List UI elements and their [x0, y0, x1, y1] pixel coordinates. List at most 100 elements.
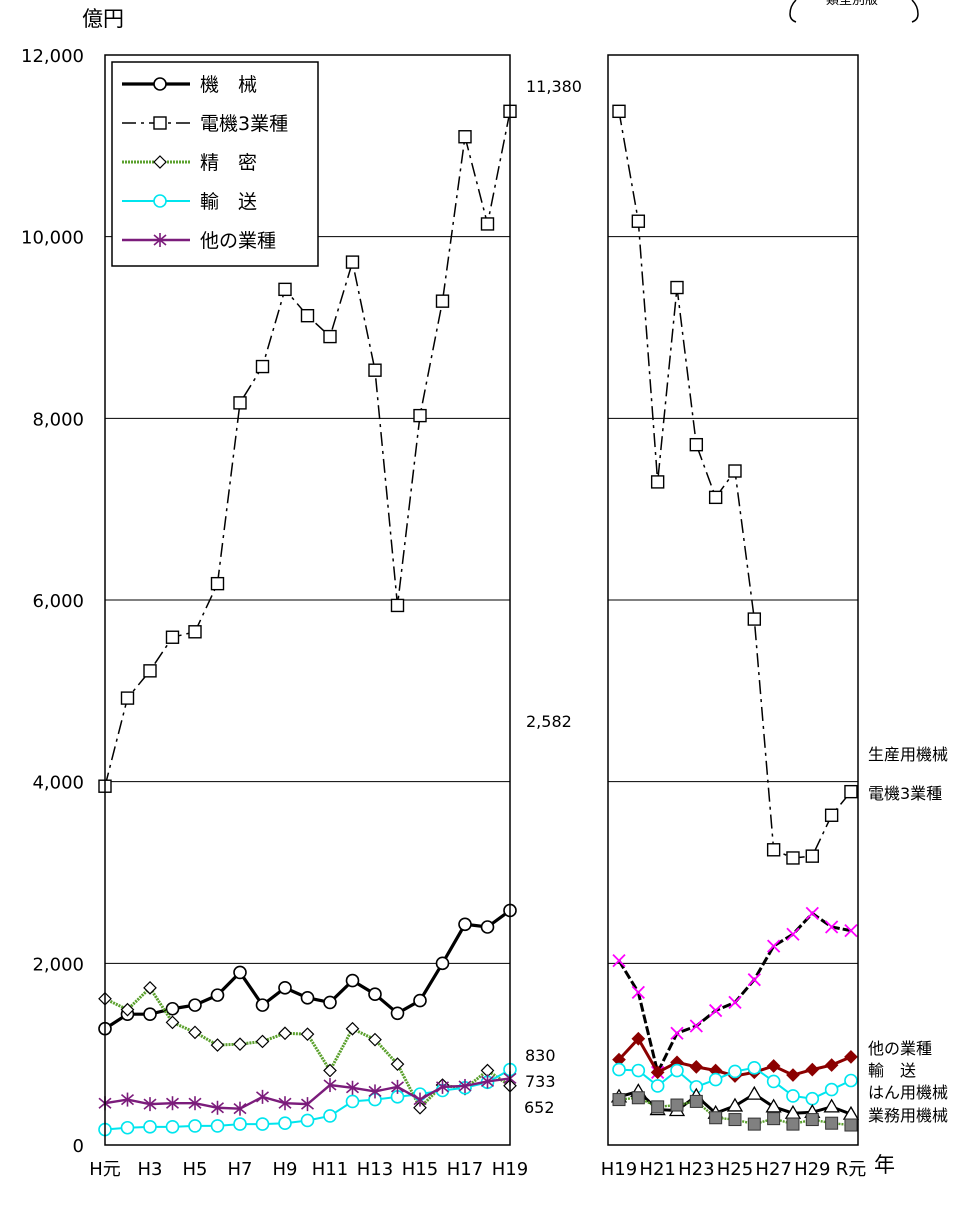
- left-data-point: [210, 988, 225, 1002]
- y-tick-label: 12,000: [21, 46, 84, 67]
- right-x-tick-label: H19: [601, 1159, 637, 1180]
- left-plot-series: [98, 104, 517, 1137]
- right-data-point: [805, 1091, 820, 1106]
- legend-label: 電機3業種: [200, 113, 288, 135]
- right-data-point: [844, 784, 858, 799]
- left-series-2: [98, 104, 517, 793]
- left-data-point: [233, 1037, 247, 1052]
- right-data-point: [612, 1062, 626, 1077]
- right-series-6: [612, 1091, 858, 1132]
- right-data-point: [728, 1064, 742, 1079]
- left-data-point: [480, 217, 495, 231]
- right-data-point: [689, 437, 704, 452]
- value-annotation: 11,380: [526, 77, 582, 96]
- left-plot-axes: H元 H3 H5 H7 H9 H11 H13 H15 H17 H19 0 2,000 4,000 6,00…: [21, 46, 528, 1180]
- left-data-point: [278, 981, 292, 995]
- y-tick-label: 2,000: [32, 954, 84, 975]
- right-data-point: [786, 927, 800, 941]
- right-x-tick-label: H27: [755, 1159, 791, 1180]
- value-annotation: 652: [524, 1098, 555, 1117]
- legend-item: 他の業種: [122, 230, 276, 252]
- left-data-point: [435, 1079, 450, 1094]
- right-x-tick-label: H29: [794, 1159, 830, 1180]
- right-data-point: [670, 1026, 684, 1040]
- y-tick-label: 4,000: [32, 773, 84, 794]
- right-data-point: [728, 1113, 742, 1127]
- right-data-point: [670, 1063, 684, 1078]
- right-data-point: [728, 464, 742, 478]
- left-data-point: [323, 329, 337, 344]
- left-x-tick-label: H15: [402, 1159, 438, 1180]
- left-data-point: [143, 1007, 157, 1022]
- right-data-point: [844, 1073, 858, 1088]
- value-annotation: 2,582: [526, 712, 572, 731]
- left-data-point: [143, 981, 157, 995]
- series-end-label: 他の業種: [868, 1039, 932, 1058]
- left-data-point: [300, 1097, 315, 1112]
- right-data-point: [612, 1093, 626, 1107]
- right-data-point: [844, 1118, 858, 1132]
- left-x-tick-label: H3: [138, 1159, 163, 1180]
- right-data-point: [824, 920, 839, 934]
- left-data-point: [120, 691, 135, 705]
- y-unit-label: 億円: [82, 7, 124, 31]
- left-x-tick-label: H19: [492, 1159, 528, 1180]
- series-end-label: 電機3業種: [868, 784, 942, 803]
- left-x-tick-label: H7: [228, 1159, 253, 1180]
- left-data-point: [278, 1116, 292, 1130]
- right-data-point: [844, 923, 858, 938]
- left-data-point: [323, 1078, 337, 1093]
- right-data-point: [766, 1074, 781, 1089]
- y-tick-label: 0: [73, 1136, 84, 1157]
- left-data-point: [300, 1027, 315, 1042]
- corner-badge: 類型別版: [789, 0, 919, 23]
- right-series-line: [617, 911, 852, 1077]
- legend-swatch-marker: [153, 155, 167, 169]
- right-data-point: [631, 985, 645, 1000]
- left-data-point: [188, 1096, 202, 1111]
- right-data-point: [709, 1003, 723, 1018]
- left-data-point: [368, 1084, 382, 1099]
- right-data-point: [651, 1100, 665, 1114]
- right-x-tick-label: H23: [678, 1159, 714, 1180]
- right-data-point: [766, 843, 781, 857]
- right-x-tick-label: H21: [639, 1159, 675, 1180]
- right-data-point: [709, 1111, 723, 1125]
- left-data-point: [345, 1094, 360, 1109]
- legend-box: [111, 61, 319, 267]
- left-data-point: [188, 1119, 202, 1133]
- left-data-point: [188, 1025, 202, 1040]
- left-data-point: [165, 630, 180, 644]
- right-data-point: [805, 906, 819, 921]
- left-data-point: [143, 664, 157, 678]
- left-data-point: [165, 1096, 180, 1111]
- right-data-point: [786, 1117, 800, 1131]
- left-data-point: [278, 1026, 292, 1041]
- left-data-point: [413, 993, 427, 1008]
- legend-swatch-marker: [153, 116, 167, 130]
- right-data-point: [844, 1050, 858, 1064]
- series-end-label: 生産用機械: [868, 745, 948, 764]
- right-data-point: [786, 1089, 800, 1103]
- right-data-point: [824, 1082, 839, 1097]
- right-data-point: [746, 1085, 763, 1100]
- left-data-point: [300, 1113, 315, 1128]
- left-data-point: [210, 576, 225, 591]
- right-data-point: [766, 1059, 781, 1073]
- left-series-5: [98, 1071, 517, 1116]
- right-plot-series: [610, 104, 860, 1132]
- left-x-tick-label: H元: [89, 1159, 121, 1180]
- right-data-point: [767, 939, 781, 953]
- right-data-point: [631, 1031, 646, 1046]
- left-data-point: [233, 1101, 247, 1116]
- right-data-point: [689, 1019, 703, 1033]
- left-data-point: [345, 255, 360, 269]
- left-data-point: [255, 359, 270, 374]
- right-data-point: [670, 280, 684, 295]
- legend-item: 精 密: [122, 152, 257, 174]
- left-data-point: [390, 1006, 405, 1021]
- left-data-point: [188, 998, 202, 1012]
- series-end-label: はん用機械: [868, 1083, 948, 1102]
